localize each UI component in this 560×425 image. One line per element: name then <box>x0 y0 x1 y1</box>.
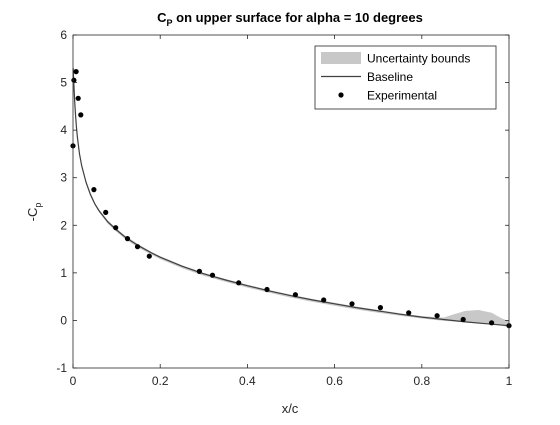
experimental-point <box>321 297 326 302</box>
x-tick-label: 0.4 <box>239 374 256 388</box>
x-tick-label: 0.8 <box>413 374 430 388</box>
y-tick-label: -1 <box>56 361 67 375</box>
y-axis-label: -Cp <box>25 203 43 222</box>
experimental-point <box>103 210 108 215</box>
experimental-point <box>210 273 215 278</box>
experimental-point <box>264 287 269 292</box>
experimental-point <box>71 78 76 83</box>
experimental-point <box>349 301 354 306</box>
x-axis-label: x/c <box>282 401 299 416</box>
experimental-point <box>435 313 440 318</box>
experimental-point <box>147 254 152 259</box>
y-tick-label: 4 <box>60 123 67 137</box>
experimental-point <box>197 269 202 274</box>
experimental-point <box>236 280 241 285</box>
y-tick-label: 0 <box>60 313 67 327</box>
legend-label: Experimental <box>367 89 437 103</box>
experimental-point <box>125 236 130 241</box>
y-tick-label: 2 <box>60 218 67 232</box>
x-tick-label: 1 <box>506 374 513 388</box>
y-tick-label: 1 <box>60 266 67 280</box>
x-tick-label: 0.6 <box>326 374 343 388</box>
y-tick-label: 6 <box>60 28 67 42</box>
experimental-point <box>489 320 494 325</box>
experimental-point <box>378 305 383 310</box>
legend-band-swatch <box>321 52 361 64</box>
legend-marker-swatch <box>338 92 343 97</box>
experimental-point <box>91 187 96 192</box>
y-tick-label: 5 <box>60 76 67 90</box>
x-tick-label: 0.2 <box>152 374 169 388</box>
y-tick-label: 3 <box>60 171 67 185</box>
experimental-point <box>293 292 298 297</box>
experimental-point <box>406 310 411 315</box>
legend-label: Uncertainty bounds <box>367 52 470 66</box>
experimental-point <box>78 112 83 117</box>
chart-title: CP on upper surface for alpha = 10 degre… <box>157 10 423 28</box>
experimental-point <box>76 96 81 101</box>
legend: Uncertainty bounds Baseline Experimental <box>315 46 496 109</box>
experimental-point <box>113 225 118 230</box>
x-tick-label: 0 <box>70 374 77 388</box>
experimental-point <box>135 244 140 249</box>
experimental-point <box>461 317 466 322</box>
experimental-point <box>74 69 79 74</box>
legend-label: Baseline <box>367 70 413 84</box>
